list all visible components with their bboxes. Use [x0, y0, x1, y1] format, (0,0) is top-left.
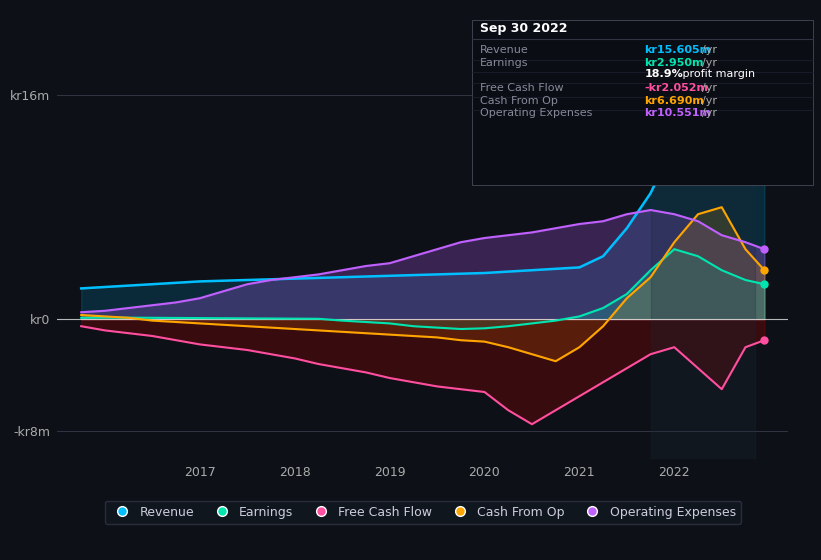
Text: Operating Expenses: Operating Expenses: [480, 109, 593, 119]
Text: /yr: /yr: [702, 83, 717, 93]
Text: /yr: /yr: [702, 58, 717, 68]
Text: /yr: /yr: [702, 45, 717, 55]
Text: kr2.950m: kr2.950m: [644, 58, 704, 68]
Text: Revenue: Revenue: [480, 45, 529, 55]
Text: -kr2.052m: -kr2.052m: [644, 83, 709, 93]
Text: Sep 30 2022: Sep 30 2022: [480, 22, 568, 35]
Text: 18.9%: 18.9%: [644, 69, 683, 79]
Text: profit margin: profit margin: [679, 69, 755, 79]
Text: kr10.551m: kr10.551m: [644, 109, 712, 119]
Text: Earnings: Earnings: [480, 58, 529, 68]
Bar: [650, 67, 755, 459]
Text: /yr: /yr: [702, 96, 717, 106]
Text: kr15.605m: kr15.605m: [644, 45, 712, 55]
Legend: Revenue, Earnings, Free Cash Flow, Cash From Op, Operating Expenses: Revenue, Earnings, Free Cash Flow, Cash …: [104, 501, 741, 524]
Text: Cash From Op: Cash From Op: [480, 96, 558, 106]
Text: /yr: /yr: [702, 109, 717, 119]
Text: kr6.690m: kr6.690m: [644, 96, 704, 106]
Text: Free Cash Flow: Free Cash Flow: [480, 83, 564, 93]
